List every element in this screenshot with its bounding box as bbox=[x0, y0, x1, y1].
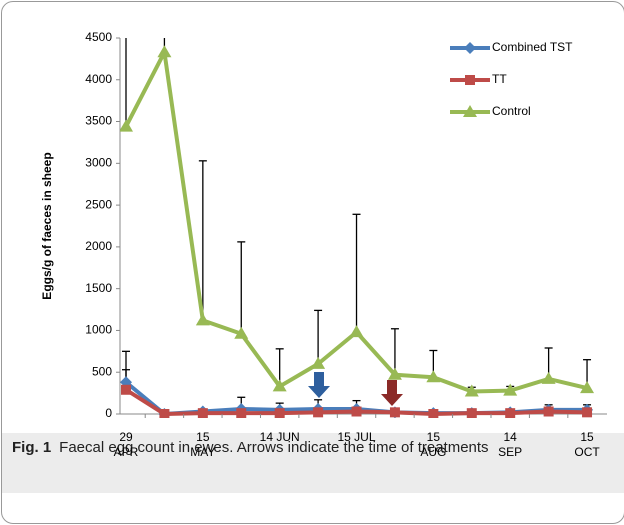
data-point bbox=[464, 384, 479, 397]
data-point bbox=[541, 371, 556, 384]
y-tick-label: 1500 bbox=[85, 281, 112, 295]
data-point bbox=[157, 45, 172, 58]
data-point bbox=[313, 407, 324, 418]
x-tick-label: 15 OCT bbox=[574, 430, 600, 459]
y-tick-label: 2500 bbox=[85, 197, 112, 211]
error-bar bbox=[314, 309, 323, 364]
data-point bbox=[197, 408, 208, 418]
data-point bbox=[389, 407, 400, 418]
data-point bbox=[543, 406, 554, 417]
x-tick-label: 15 AUG bbox=[420, 430, 447, 459]
data-point bbox=[503, 383, 518, 396]
legend-label: Combined TST bbox=[492, 40, 573, 54]
y-tick-label: 500 bbox=[92, 364, 112, 378]
treatment-arrow bbox=[308, 372, 330, 398]
caption-text: Faecal egg count in ewes. Arrows indicat… bbox=[59, 439, 489, 456]
legend-label: TT bbox=[492, 72, 507, 86]
error-bar bbox=[390, 328, 399, 375]
data-point bbox=[428, 409, 439, 418]
data-point bbox=[582, 407, 593, 418]
data-point bbox=[349, 325, 364, 338]
error-bar bbox=[237, 241, 246, 334]
error-bar bbox=[352, 213, 361, 333]
caption-label: Fig. 1 bbox=[12, 439, 52, 456]
data-point bbox=[195, 313, 210, 326]
y-tick-label: 3000 bbox=[85, 156, 112, 170]
x-tick-label: 14 JUN bbox=[259, 430, 300, 444]
data-point bbox=[580, 381, 595, 394]
x-tick-label: 15 MAY bbox=[190, 430, 216, 459]
legend-marker bbox=[464, 42, 476, 54]
x-tick-label: 15 JUL bbox=[337, 430, 376, 444]
data-point bbox=[274, 408, 285, 418]
data-point bbox=[120, 119, 133, 132]
error-bar bbox=[125, 38, 127, 127]
x-tick-label: 14 SEP bbox=[498, 430, 523, 459]
data-point bbox=[272, 379, 287, 392]
plot-area bbox=[120, 38, 595, 418]
y-tick-label: 3500 bbox=[85, 114, 112, 128]
y-axis-label: Eggs/g of faeces in sheep bbox=[40, 152, 54, 299]
caption: Fig. 1 Faecal egg count in ewes. Arrows i… bbox=[2, 433, 624, 493]
legend-marker bbox=[465, 75, 475, 85]
data-point bbox=[351, 406, 362, 417]
data-point bbox=[236, 408, 247, 418]
error-bar bbox=[198, 160, 207, 321]
data-point bbox=[121, 384, 131, 395]
y-tick-label: 4000 bbox=[85, 72, 112, 86]
y-tick-label: 0 bbox=[105, 406, 112, 420]
data-point bbox=[387, 367, 402, 380]
data-point bbox=[159, 409, 170, 418]
data-point bbox=[311, 356, 326, 369]
y-tick-label: 4500 bbox=[85, 30, 112, 44]
data-point bbox=[234, 326, 249, 339]
treatment-arrow bbox=[381, 380, 403, 406]
data-point bbox=[505, 408, 516, 418]
data-point bbox=[466, 408, 477, 418]
data-point bbox=[426, 370, 441, 383]
x-tick-label: 29 APR bbox=[113, 430, 139, 459]
y-tick-label: 2000 bbox=[85, 239, 112, 253]
y-tick-label: 1000 bbox=[85, 323, 112, 337]
chart: Eggs/g of faeces in sheep 0 500 1000 1500 20… bbox=[40, 30, 607, 420]
legend-marker bbox=[463, 105, 477, 117]
legend-label: Control bbox=[492, 104, 531, 118]
